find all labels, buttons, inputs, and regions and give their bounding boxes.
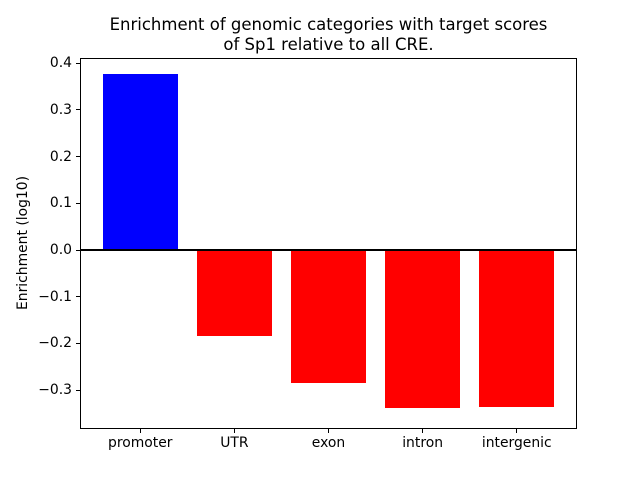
y-tick-label: −0.1 <box>38 288 72 305</box>
y-tick-label: −0.3 <box>38 382 72 399</box>
x-tick-label: exon <box>311 435 346 451</box>
y-tick-label: 0.2 <box>49 148 72 165</box>
bar-promoter <box>102 73 178 251</box>
bar-intron <box>384 250 461 409</box>
chart-title: Enrichment of genomic categories with ta… <box>109 15 548 54</box>
x-tick <box>516 429 518 433</box>
zero-line <box>80 249 577 252</box>
y-tick-label: −0.2 <box>38 335 72 352</box>
x-tick <box>328 429 329 433</box>
y-tick <box>76 62 80 64</box>
x-tick-label: UTR <box>220 435 249 451</box>
y-tick <box>76 389 80 391</box>
y-tick-label: 0.1 <box>49 195 72 212</box>
x-tick-label: promoter <box>108 435 173 451</box>
x-tick <box>233 429 235 433</box>
y-tick-label: 0.3 <box>49 101 72 118</box>
y-tick <box>76 342 80 344</box>
y-tick <box>76 109 80 111</box>
y-tick <box>76 296 80 298</box>
bar-UTR <box>196 250 273 336</box>
bar-exon <box>290 250 367 383</box>
x-tick <box>422 429 424 433</box>
bar-intergenic <box>479 250 555 408</box>
x-tick-label: intergenic <box>481 435 552 451</box>
y-tick-label: 0.4 <box>49 55 72 72</box>
plot-area <box>80 58 577 429</box>
y-tick <box>76 156 80 158</box>
y-tick <box>76 249 80 251</box>
y-tick-label: 0.0 <box>49 242 72 259</box>
y-tick <box>76 202 80 204</box>
x-tick <box>139 429 141 433</box>
x-tick-label: intron <box>402 435 444 451</box>
